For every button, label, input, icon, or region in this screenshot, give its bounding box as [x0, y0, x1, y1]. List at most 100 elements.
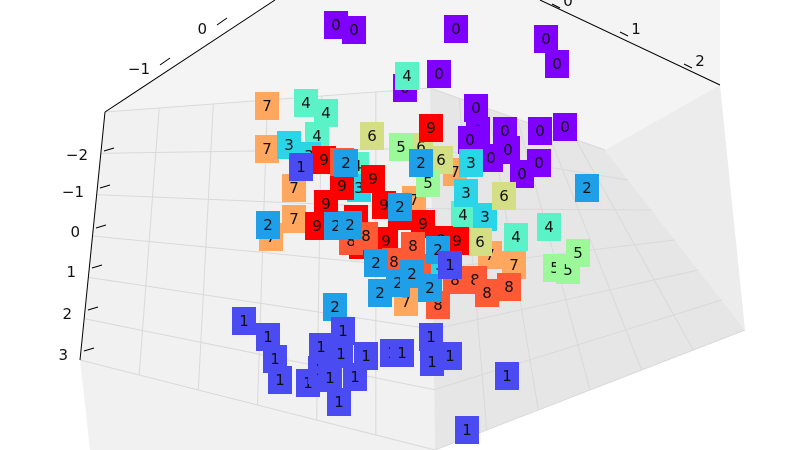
point-label: 2 [330, 298, 340, 316]
data-point-0: 0 [444, 15, 468, 43]
data-point-0: 0 [496, 136, 520, 164]
point-label: 0 [471, 99, 481, 117]
point-marker [289, 153, 313, 181]
tick-mark [91, 264, 103, 269]
point-label: 8 [482, 284, 492, 302]
point-label: 1 [325, 369, 335, 387]
point-marker [361, 165, 385, 193]
point-marker [343, 363, 367, 391]
point-label: 7 [262, 140, 272, 158]
point-marker [338, 211, 362, 239]
point-label: 9 [321, 195, 331, 213]
point-marker [534, 25, 558, 53]
data-point-1: 1 [318, 364, 342, 392]
point-label: 9 [379, 196, 389, 214]
point-label: 2 [345, 216, 355, 234]
point-label: 0 [503, 141, 513, 159]
point-marker [427, 60, 451, 88]
point-label: 3 [480, 208, 490, 226]
tick-label: −1 [128, 60, 150, 78]
point-label: 0 [331, 16, 341, 34]
point-label: 1 [361, 347, 371, 365]
data-point-8: 8 [475, 279, 499, 307]
point-marker [438, 342, 462, 370]
point-label: 1 [338, 322, 348, 340]
tick-mark [159, 57, 171, 66]
y-axis-line [104, 0, 276, 113]
point-label: 0 [560, 118, 570, 136]
point-label: 2 [416, 154, 426, 172]
point-label: 9 [418, 215, 428, 233]
point-label: 1 [239, 312, 249, 330]
point-label: 5 [550, 259, 560, 277]
data-point-2: 2 [323, 293, 347, 321]
point-label: 2 [407, 265, 417, 283]
point-marker [566, 239, 590, 267]
point-label: 9 [337, 177, 347, 195]
point-label: 5 [573, 244, 583, 262]
point-marker [495, 362, 519, 390]
data-point-4: 4 [395, 62, 419, 90]
point-marker [334, 149, 358, 177]
data-point-9: 9 [419, 114, 443, 142]
point-label: 1 [502, 367, 512, 385]
tick-label: 2 [695, 52, 705, 70]
point-label: 4 [511, 228, 521, 246]
point-marker [528, 117, 552, 145]
point-label: 1 [334, 393, 344, 411]
point-label: 3 [284, 136, 294, 154]
data-point-7: 7 [282, 205, 306, 233]
tick-label: 3 [58, 346, 68, 364]
data-point-0: 0 [545, 50, 569, 78]
point-label: 1 [263, 328, 273, 346]
data-point-1: 1 [343, 363, 367, 391]
point-label: 2 [582, 179, 592, 197]
data-point-1: 1 [455, 416, 479, 444]
point-label: 6 [367, 127, 377, 145]
point-label: 7 [289, 179, 299, 197]
grid-line [197, 103, 214, 391]
point-marker [468, 228, 492, 256]
point-marker [496, 136, 520, 164]
point-label: 9 [381, 232, 391, 250]
point-label: 7 [262, 97, 272, 115]
point-label: 1 [275, 371, 285, 389]
tick-mark [683, 63, 693, 69]
data-point-2: 2 [256, 211, 280, 239]
data-point-2: 2 [575, 174, 599, 202]
data-point-7: 7 [255, 135, 279, 163]
data-point-0: 0 [427, 60, 451, 88]
point-label: 0 [541, 30, 551, 48]
data-point-2: 2 [409, 149, 433, 177]
point-label: 4 [544, 218, 554, 236]
point-label: 1 [296, 158, 306, 176]
data-point-1: 1 [327, 388, 351, 416]
point-label: 7 [409, 191, 419, 209]
point-label: 1 [350, 368, 360, 386]
point-label: 4 [312, 127, 322, 145]
point-label: 8 [433, 296, 443, 314]
point-label: 1 [445, 256, 455, 274]
data-point-2: 2 [388, 193, 412, 221]
point-label: 2 [433, 241, 443, 259]
point-label: 4 [458, 206, 468, 224]
point-label: 7 [509, 256, 519, 274]
data-point-0: 0 [553, 113, 577, 141]
point-label: 0 [465, 131, 475, 149]
point-label: 5 [563, 261, 573, 279]
point-label: 2 [263, 216, 273, 234]
point-marker [232, 307, 256, 335]
point-marker [444, 15, 468, 43]
data-point-8: 8 [497, 273, 521, 301]
point-label: 3 [461, 184, 471, 202]
point-marker [575, 174, 599, 202]
tick-label: 1 [631, 20, 641, 38]
point-label: 4 [301, 94, 311, 112]
point-marker [364, 249, 388, 277]
point-marker [497, 273, 521, 301]
tick-mark [103, 147, 115, 152]
point-label: 0 [500, 122, 510, 140]
tick-mark [87, 306, 99, 311]
tick-mark [619, 31, 629, 37]
point-marker [455, 416, 479, 444]
